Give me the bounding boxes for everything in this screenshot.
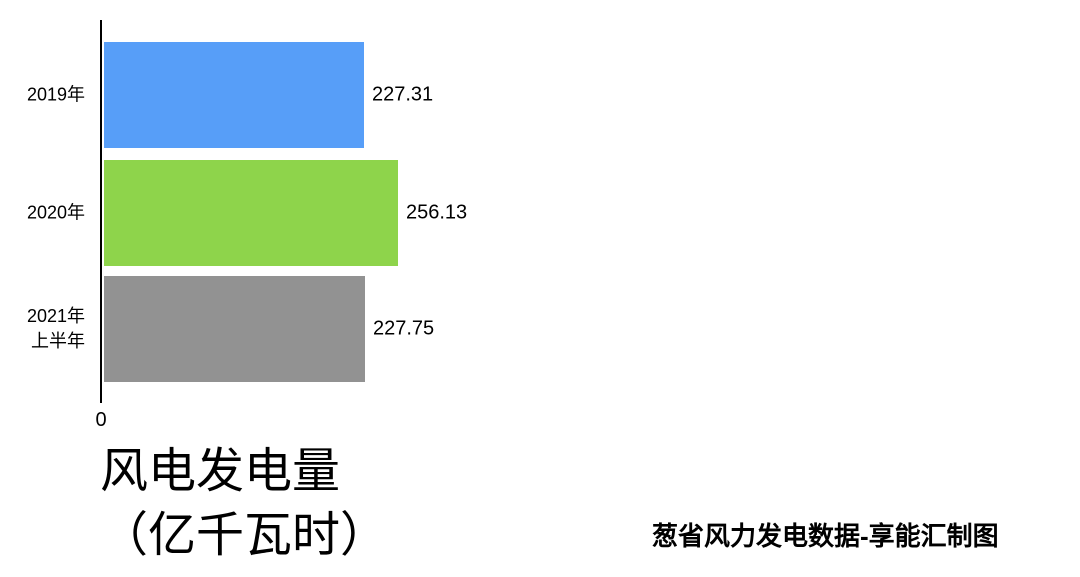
bar-row-2020: 2020年 256.13 <box>0 160 1080 266</box>
y-axis-line <box>100 20 102 403</box>
value-label-2019: 227.31 <box>372 83 434 106</box>
source-note: 葱省风力发电数据-享能汇制图 <box>652 521 999 551</box>
chart-title: 风电发电量 （亿千瓦时） <box>100 440 388 568</box>
category-label-2021h1: 2021年 上半年 <box>26 306 85 351</box>
bar-2020 <box>104 160 398 266</box>
bar-2021h1 <box>104 276 365 382</box>
axis-origin-label: 0 <box>95 409 107 431</box>
value-label-2021h1: 227.75 <box>373 317 435 340</box>
value-label-2020: 256.13 <box>406 201 468 224</box>
category-label-2020: 2020年 <box>26 202 85 223</box>
chart-title-line2: （亿千瓦时） <box>100 509 389 562</box>
bar-row-2021h1: 2021年 上半年 227.75 <box>0 276 1080 382</box>
bar-2019 <box>104 42 364 148</box>
chart-title-line1: 风电发电量 <box>100 445 341 498</box>
bar-row-2019: 2019年 227.31 <box>0 42 1080 148</box>
category-label-2019: 2019年 <box>26 84 85 105</box>
